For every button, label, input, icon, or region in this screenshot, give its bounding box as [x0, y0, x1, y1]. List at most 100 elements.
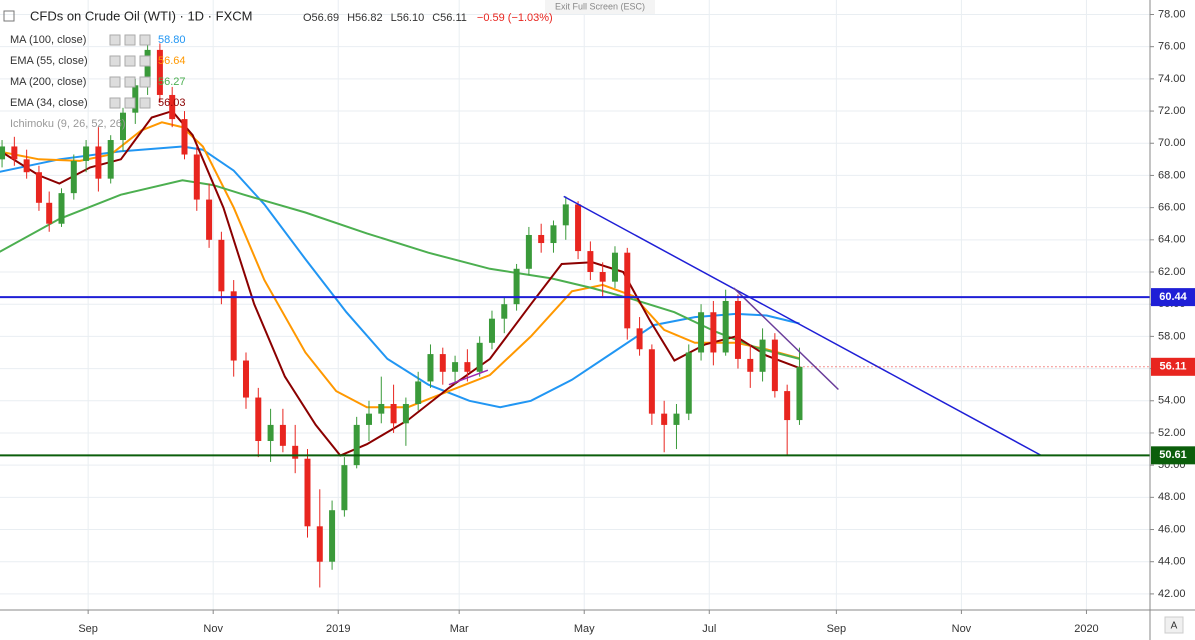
candle-body — [648, 349, 655, 414]
candle-body — [316, 526, 323, 562]
legend-name: EMA (55, close) — [10, 55, 88, 67]
y-tick-label: 76.00 — [1158, 41, 1186, 53]
candle-body — [796, 366, 803, 421]
candle-body — [255, 397, 262, 442]
x-tick-label: Mar — [450, 623, 469, 635]
candle-body — [673, 413, 680, 425]
candle-body — [538, 234, 545, 244]
candle-body — [771, 339, 778, 392]
legend-value: 58.80 — [158, 34, 186, 46]
y-tick-label: 48.00 — [1158, 491, 1186, 503]
candle-body — [575, 204, 582, 252]
y-tick-label: 72.00 — [1158, 105, 1186, 117]
exit-label[interactable]: Exit Full Screen (ESC) — [555, 1, 645, 11]
candle-body — [107, 140, 114, 179]
price-tag-label: 50.61 — [1159, 449, 1187, 461]
indicator-line — [0, 109, 800, 457]
candle-body — [95, 146, 102, 179]
candle-body — [698, 312, 705, 353]
indicator-line — [0, 179, 800, 360]
indicator-label: Ichimoku (9, 26, 52, 26) — [10, 118, 126, 130]
candle-body — [550, 225, 557, 244]
y-tick-label: 70.00 — [1158, 137, 1186, 149]
candle-body — [35, 172, 42, 203]
y-tick-label: 74.00 — [1158, 73, 1186, 85]
candle-body — [206, 199, 213, 240]
y-tick-label: 66.00 — [1158, 202, 1186, 214]
candle-body — [46, 202, 53, 224]
legend-value: 56.64 — [158, 55, 186, 67]
candle-body — [722, 300, 729, 353]
auto-scale-label[interactable]: A — [1171, 621, 1178, 632]
ohlc-label: L56.10 — [391, 12, 425, 24]
candle-body — [636, 328, 643, 350]
x-tick-label: Nov — [203, 623, 223, 635]
candle-body — [562, 204, 569, 226]
candle-body — [464, 362, 471, 372]
y-tick-label: 78.00 — [1158, 8, 1186, 20]
legend-icon — [139, 55, 151, 67]
candle-body — [378, 403, 385, 414]
change-label: −0.59 (−1.03%) — [477, 12, 553, 24]
price-tag — [1151, 357, 1195, 376]
candle-body — [119, 112, 126, 141]
trendline — [563, 195, 1042, 457]
candle-body — [476, 342, 483, 372]
indicator-line — [0, 145, 800, 409]
legend-name: EMA (34, close) — [10, 97, 88, 109]
legend-icon — [124, 55, 136, 67]
exit-button[interactable] — [545, 0, 655, 14]
ohlc-label: C56.11 — [432, 12, 467, 24]
candle-body — [415, 381, 422, 404]
legend-icon — [109, 34, 121, 46]
candle-body — [759, 339, 766, 372]
candle-body — [784, 391, 791, 421]
candle-body — [304, 458, 311, 527]
candle-body — [587, 251, 594, 273]
legend-icon — [124, 34, 136, 46]
chart-title: CFDs on Crude Oil (WTI) · 1D · FXCM — [30, 8, 252, 23]
candle-body — [624, 252, 631, 329]
trendline — [448, 369, 489, 386]
candle-body — [0, 146, 6, 160]
legend-icon — [124, 76, 136, 88]
legend-name: MA (200, close) — [10, 76, 86, 88]
candle-body — [427, 354, 434, 382]
collapse-icon[interactable] — [3, 10, 15, 22]
candle-body — [279, 424, 286, 446]
legend-icon — [139, 97, 151, 109]
x-tick-label: Sep — [827, 623, 847, 635]
auto-scale-button[interactable] — [1164, 616, 1184, 634]
overlay — [0, 195, 1150, 457]
candle-body — [513, 268, 520, 305]
legend-icon — [124, 97, 136, 109]
candle-body — [439, 354, 446, 372]
candle-body — [58, 193, 65, 224]
ohlc-label: H56.82 — [347, 12, 382, 24]
y-tick-label: 68.00 — [1158, 169, 1186, 181]
price-tag — [1151, 446, 1195, 465]
candle-body — [83, 146, 90, 161]
candle-body — [23, 159, 30, 173]
legend-value: 56.03 — [158, 97, 186, 109]
candle-body — [169, 94, 176, 120]
y-tick-label: 42.00 — [1158, 588, 1186, 600]
candle-body — [11, 146, 18, 160]
legend-icon — [139, 34, 151, 46]
candle-body — [329, 510, 336, 562]
candle-body — [710, 312, 717, 353]
candle-body — [661, 413, 668, 425]
legend-icon — [109, 76, 121, 88]
x-tick-label: Jul — [702, 623, 716, 635]
ohlc-label: O56.69 — [303, 12, 339, 24]
legend-icon — [139, 76, 151, 88]
y-tick-label: 58.00 — [1158, 330, 1186, 342]
candle-body — [747, 358, 754, 372]
legend-icon — [109, 55, 121, 67]
candle-body — [230, 291, 237, 361]
candle-body — [599, 272, 606, 282]
candle-body — [156, 49, 163, 95]
candle-body — [452, 362, 459, 372]
candle-body — [70, 160, 77, 194]
